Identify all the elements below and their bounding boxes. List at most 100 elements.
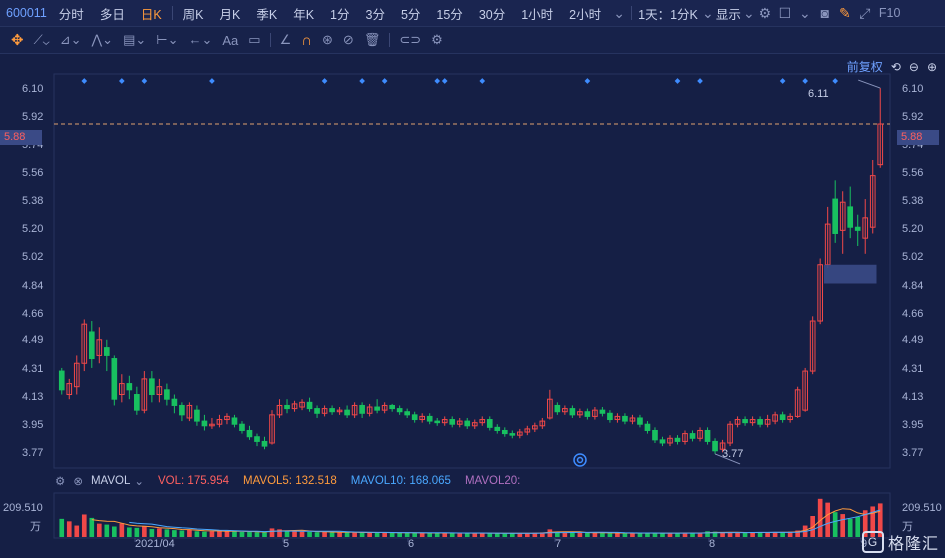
f10-button[interactable]: F10: [878, 6, 901, 20]
line-icon[interactable]: ⟋⌄: [33, 32, 50, 47]
candle-body: [224, 415, 230, 421]
pencil-icon[interactable]: ✎: [839, 4, 851, 21]
undo-icon[interactable]: ⟲: [890, 59, 901, 74]
event-marker: [674, 78, 681, 84]
period-daily[interactable]: 日K: [140, 7, 162, 22]
volume-bar: [434, 532, 440, 537]
candle-body: [719, 442, 726, 450]
candle-body: [389, 404, 395, 410]
period-1h[interactable]: 1小时: [521, 7, 554, 22]
period-1min[interactable]: 1分: [330, 7, 350, 22]
wave-icon[interactable]: ⋀⌄: [91, 32, 114, 47]
chevron-down-icon[interactable]: ⌄: [743, 4, 755, 21]
period-2h[interactable]: 2小时: [569, 7, 602, 22]
arrow-icon[interactable]: ←⌄: [188, 32, 213, 47]
candle-body: [486, 419, 493, 428]
volume-bar: [517, 533, 523, 537]
settings-icon[interactable]: ⚙: [55, 476, 66, 488]
magnet-icon[interactable]: ∩: [301, 31, 313, 49]
candle-body: [652, 429, 658, 441]
chevron-down-icon[interactable]: ⌄: [134, 476, 145, 488]
y-tick-label: 6.10: [902, 82, 924, 95]
candle-body: [216, 419, 223, 425]
vol-unit-left: 万: [30, 521, 41, 533]
candle-body: [547, 398, 553, 419]
candle-body: [81, 323, 88, 364]
close-icon[interactable]: ⊗: [73, 476, 83, 488]
chevron-down-icon[interactable]: ⌄: [702, 4, 714, 21]
candle-body: [772, 414, 778, 422]
fib-icon[interactable]: ▤⌄: [123, 32, 147, 47]
chevron-down-icon[interactable]: ⌄: [799, 4, 811, 21]
candle-body: [66, 383, 73, 396]
interval-combo[interactable]: 1天：1分K: [638, 7, 698, 22]
volume-bar: [840, 514, 846, 537]
square-icon[interactable]: ☐: [778, 4, 792, 21]
display-menu[interactable]: 显示: [715, 7, 741, 22]
volume-bar: [247, 532, 252, 537]
volume-bar: [427, 533, 433, 537]
watermark-logo-icon: G: [861, 531, 884, 553]
lock-icon[interactable]: ⊛: [322, 32, 333, 47]
chevron-down-icon[interactable]: ⌄: [613, 4, 625, 21]
period-multiday[interactable]: 多日: [99, 7, 125, 22]
period-quarterly[interactable]: 季K: [256, 7, 278, 22]
event-marker: [802, 78, 808, 84]
candle-body: [141, 378, 148, 411]
volume-bar: [179, 530, 185, 537]
drawing-toolbar: ✥ ⟋⌄ ⊿⌄ ⋀⌄ ▤⌄ ⊢⌄ ←⌄ Aa ▭ ∠ ∩ ⊛ ⊘ 🗑 ⊂⊃ ⚙: [0, 27, 945, 54]
mavol10-line: [129, 509, 881, 534]
x-label-jun: 6: [408, 538, 415, 550]
volume-bar: [765, 532, 770, 537]
range-icon[interactable]: ⊢⌄: [156, 32, 179, 47]
volume-bar: [66, 521, 72, 537]
event-marker: [434, 78, 441, 84]
candle-body: [667, 437, 673, 444]
period-intraday[interactable]: 分时: [58, 7, 84, 22]
settings-icon[interactable]: ⚙: [431, 32, 443, 47]
adjust-mode[interactable]: 前复权: [846, 60, 883, 74]
period-weekly[interactable]: 周K: [182, 7, 204, 22]
volume-bar: [675, 533, 680, 537]
candle-body: [306, 401, 313, 410]
text-icon[interactable]: Aa: [222, 32, 239, 48]
camera-icon[interactable]: ◙: [820, 5, 830, 21]
indicator-name[interactable]: MAVOL: [90, 475, 131, 487]
period-3min[interactable]: 3分: [365, 7, 385, 22]
crosshair-icon[interactable]: ✥: [11, 32, 24, 49]
symbol-code[interactable]: 600011: [6, 6, 47, 20]
candle-body: [742, 419, 748, 424]
candle-body: [88, 331, 95, 360]
period-yearly[interactable]: 年K: [293, 7, 315, 22]
delete-icon[interactable]: 🗑: [363, 32, 381, 47]
zoom-out-icon[interactable]: ⊖: [908, 59, 919, 74]
candle-body: [239, 423, 245, 431]
channel-icon[interactable]: ⊿⌄: [59, 32, 82, 47]
volume-bar: [284, 530, 290, 537]
zoom-in-icon[interactable]: ⊕: [926, 59, 937, 74]
candle-body: [411, 414, 418, 421]
candle-body: [314, 408, 320, 414]
ruler-icon[interactable]: ∠: [279, 32, 292, 47]
volume-bar: [735, 532, 740, 537]
period-5min[interactable]: 5分: [400, 7, 421, 22]
hide-icon[interactable]: ⊘: [342, 32, 354, 47]
note-icon[interactable]: ▭: [248, 32, 261, 47]
y-tick-label: 5.92: [22, 110, 44, 123]
candle-body: [118, 383, 125, 396]
settings-icon[interactable]: ⚙: [758, 4, 772, 21]
volume-bar: [817, 498, 823, 537]
candle-body: [179, 404, 185, 416]
candle-body: [764, 419, 771, 425]
period-30min[interactable]: 30分: [478, 7, 506, 22]
candle-body: [156, 386, 163, 396]
period-monthly[interactable]: 月K: [219, 7, 241, 22]
y-tick-label: 4.66: [902, 307, 924, 320]
period-15min[interactable]: 15分: [436, 7, 463, 22]
divider: [389, 33, 391, 47]
candle-body: [126, 383, 133, 391]
link-icon[interactable]: ⊂⊃: [399, 32, 422, 47]
fullscreen-icon[interactable]: ⤢: [859, 4, 871, 21]
event-marker: [381, 78, 388, 84]
